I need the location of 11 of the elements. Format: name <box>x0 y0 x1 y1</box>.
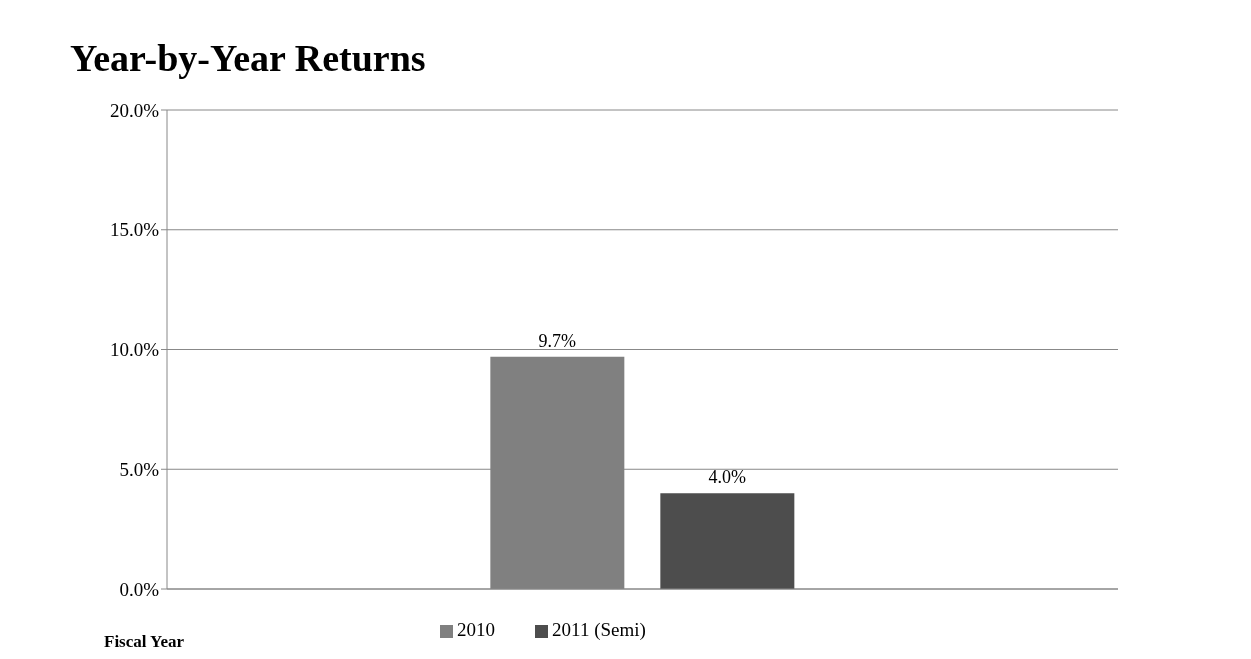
legend-label: 2010 <box>457 619 496 640</box>
y-tick-label: 0.0% <box>119 578 160 600</box>
data-label: 9.7% <box>538 330 577 351</box>
y-tick-label: 10.0% <box>109 339 160 361</box>
data-label: 4.0% <box>708 467 747 488</box>
chart-title: Year-by-Year Returns <box>70 36 426 80</box>
y-tick-label: 15.0% <box>109 219 160 241</box>
y-tick-label: 5.0% <box>119 458 160 480</box>
legend-label: 2011 (Semi) <box>552 619 646 640</box>
x-axis-title: Fiscal Year <box>104 632 185 652</box>
y-tick-label: 20.0% <box>109 99 160 121</box>
